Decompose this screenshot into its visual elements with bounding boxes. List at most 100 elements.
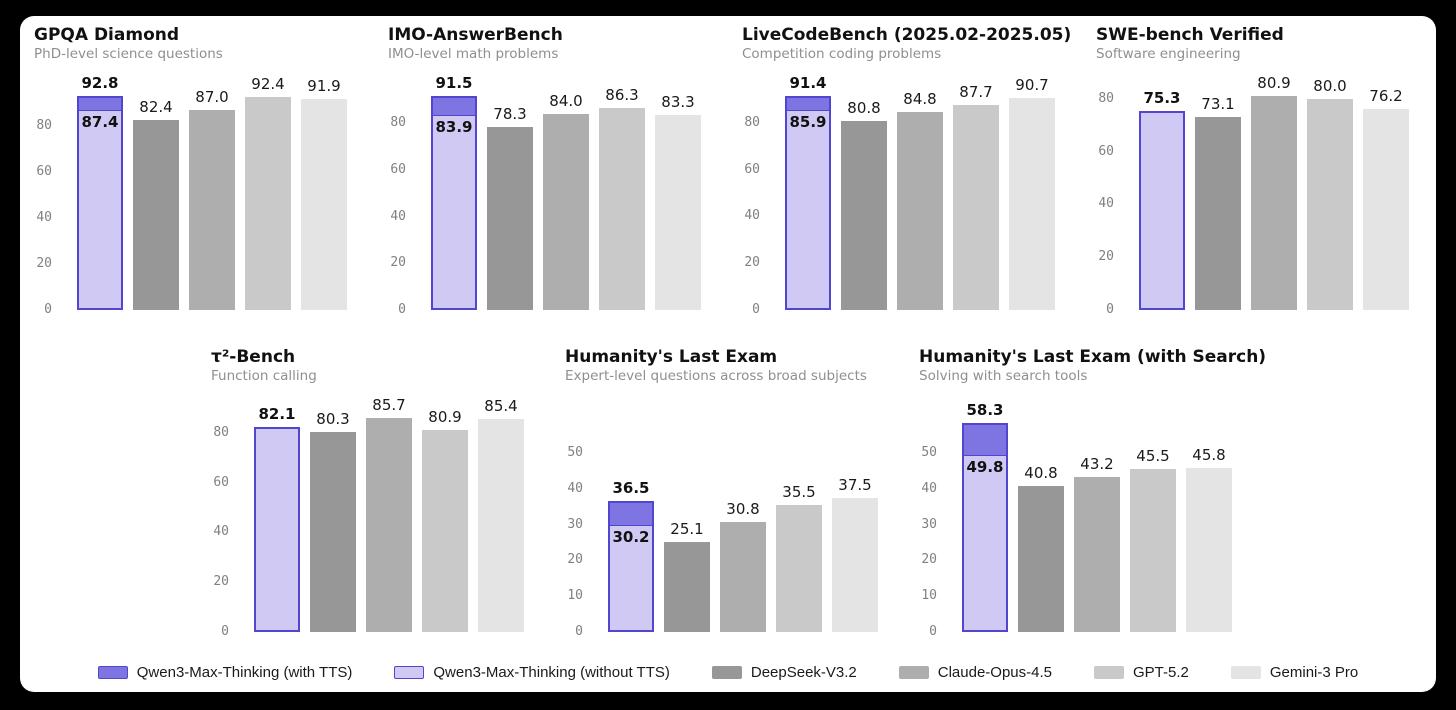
y-axis-tick-label: 20: [213, 574, 229, 590]
chart-title: LiveCodeBench (2025.02-2025.05): [742, 25, 1072, 45]
plot-area: 0 20 40 60 80 82.1 80.3 85.7 80.9 85.4: [211, 390, 551, 639]
value-label: 82.1: [258, 405, 296, 424]
y-axis-tick-label: 20: [921, 552, 937, 568]
y-axis-tick-label: 20: [567, 552, 583, 568]
value-label: 85.4: [484, 397, 518, 416]
plot-area: 0 20 40 60 80 75.3 73.1 80.9 80.0 76.2: [1096, 68, 1436, 317]
value-label: 84.8: [903, 89, 937, 108]
chart-subtitle: Expert-level questions across broad subj…: [565, 368, 867, 384]
bar-claude-opus-4-5: 84.8: [897, 90, 943, 310]
bar: [1363, 108, 1409, 310]
chart-title: SWE-bench Verified: [1096, 25, 1284, 45]
value-label-base: 30.2: [612, 527, 650, 546]
value-label: 75.3: [1143, 89, 1181, 108]
bar-gpt-5-2: 45.5: [1130, 447, 1176, 632]
white-panel: GPQA Diamond PhD-level science questions 0…: [20, 16, 1436, 692]
y-axis-tick-label: 0: [398, 302, 406, 317]
bar: [189, 109, 235, 310]
chart-5: τ²-Bench Function calling 0 20 40 60 80 82.1 80.…: [197, 347, 551, 639]
bar: [133, 120, 179, 310]
bar-gemini-3-pro: 90.7: [1009, 76, 1055, 310]
bar-qwen3-max-thinking: 91.4 85.9: [785, 75, 831, 310]
legend-item-qwen-with-tts: Qwen3-Max-Thinking (with TTS): [97, 664, 353, 681]
bar: [776, 504, 822, 632]
value-label: 30.8: [726, 499, 760, 518]
chart-subtitle: Software engineering: [1096, 46, 1241, 62]
bar-deepseek-v3-2: 25.1: [664, 521, 710, 632]
bar-segment-with-tts: [79, 98, 121, 111]
value-label: 80.3: [316, 409, 350, 428]
value-label: 80.9: [1257, 74, 1291, 93]
y-axis-tick-label: 20: [390, 255, 406, 271]
chart-1: GPQA Diamond PhD-level science questions 0…: [20, 26, 374, 317]
legend-swatch-gemini-icon: [1230, 666, 1261, 679]
y-axis-tick-label: 50: [567, 444, 583, 460]
value-label-base: 87.4: [81, 112, 119, 131]
bars-group: 92.8 87.4 82.4 87.0 92.4 91.9: [77, 75, 347, 310]
bar: [1009, 97, 1055, 310]
chart-4: SWE-bench Verified Software engineering 0 2…: [1082, 25, 1436, 317]
bar: [1195, 116, 1241, 310]
bar: [245, 97, 291, 310]
legend-swatch-claude-icon: [898, 666, 929, 679]
chart-title: τ²-Bench: [211, 347, 296, 367]
bar: [1139, 111, 1185, 310]
bar: [897, 111, 943, 310]
legend-label: Claude-Opus-4.5: [937, 664, 1052, 681]
bar: [720, 521, 766, 632]
bar-deepseek-v3-2: 73.1: [1195, 95, 1241, 310]
bar: [487, 127, 533, 310]
y-axis-tick-label: 40: [921, 480, 937, 496]
bar: [422, 430, 468, 632]
y-axis-tick-label: 40: [36, 209, 52, 225]
bar-gpt-5-2: 80.9: [422, 409, 468, 632]
bar: [655, 115, 701, 310]
bar-deepseek-v3-2: 80.8: [841, 100, 887, 310]
chart-title: Humanity's Last Exam: [565, 347, 778, 367]
y-axis-tick-label: 60: [213, 474, 229, 490]
value-label-base: 85.9: [789, 113, 827, 132]
value-label: 35.5: [782, 482, 816, 501]
value-label: 86.3: [605, 86, 639, 105]
bar-deepseek-v3-2: 78.3: [487, 106, 533, 310]
chart-subtitle: Competition coding problems: [742, 46, 942, 62]
legend-item-gpt: GPT-5.2: [1094, 664, 1189, 681]
legend-swatch-with-tts-icon: [97, 666, 128, 679]
bar-gemini-3-pro: 37.5: [832, 476, 878, 632]
bar: [1307, 98, 1353, 310]
y-axis-tick-label: 80: [744, 114, 760, 130]
bars-group: 82.1 80.3 85.7 80.9 85.4: [254, 397, 524, 632]
bar-claude-opus-4-5: 80.9: [1251, 75, 1297, 310]
value-label-total: 92.8: [81, 74, 119, 93]
value-label: 87.7: [959, 82, 993, 101]
bar-claude-opus-4-5: 87.0: [189, 88, 235, 310]
bar: [1251, 96, 1297, 310]
y-axis-tick-label: 50: [921, 444, 937, 460]
y-axis-tick-label: 60: [744, 161, 760, 177]
bars-group: 91.5 83.9 78.3 84.0 86.3 83.3: [431, 75, 701, 310]
bar: [310, 431, 356, 632]
bar-deepseek-v3-2: 80.3: [310, 410, 356, 632]
value-label: 73.1: [1201, 94, 1235, 113]
y-axis-tick-label: 40: [213, 524, 229, 540]
bar-qwen3-max-thinking: 82.1: [254, 406, 300, 632]
bar-qwen3-max-thinking: 92.8 87.4: [77, 75, 123, 310]
y-axis-tick-label: 60: [1098, 143, 1114, 159]
legend-swatch-gpt-icon: [1094, 666, 1124, 679]
bar: [1074, 477, 1120, 632]
chart-title: IMO-AnswerBench: [388, 25, 563, 45]
stacked-bar: [962, 423, 1008, 632]
chart-title: Humanity's Last Exam (with Search): [919, 347, 1267, 367]
bar-gemini-3-pro: 85.4: [478, 398, 524, 632]
legend-label: GPT-5.2: [1133, 664, 1189, 681]
legend-item-claude: Claude-Opus-4.5: [898, 664, 1052, 681]
legend-item-deepseek: DeepSeek-V3.2: [711, 664, 857, 681]
y-axis-tick-label: 80: [1098, 90, 1114, 106]
value-label: 45.8: [1192, 445, 1226, 464]
legend: Qwen3-Max-Thinking (with TTS) Qwen3-Max-…: [20, 664, 1436, 681]
legend-label: Qwen3-Max-Thinking (with TTS): [136, 664, 353, 681]
chart-6: Humanity's Last Exam Expert-level questio…: [551, 347, 905, 639]
charts-row-top: GPQA Diamond PhD-level science questions 0…: [20, 25, 1436, 317]
bar-claude-opus-4-5: 30.8: [720, 500, 766, 632]
